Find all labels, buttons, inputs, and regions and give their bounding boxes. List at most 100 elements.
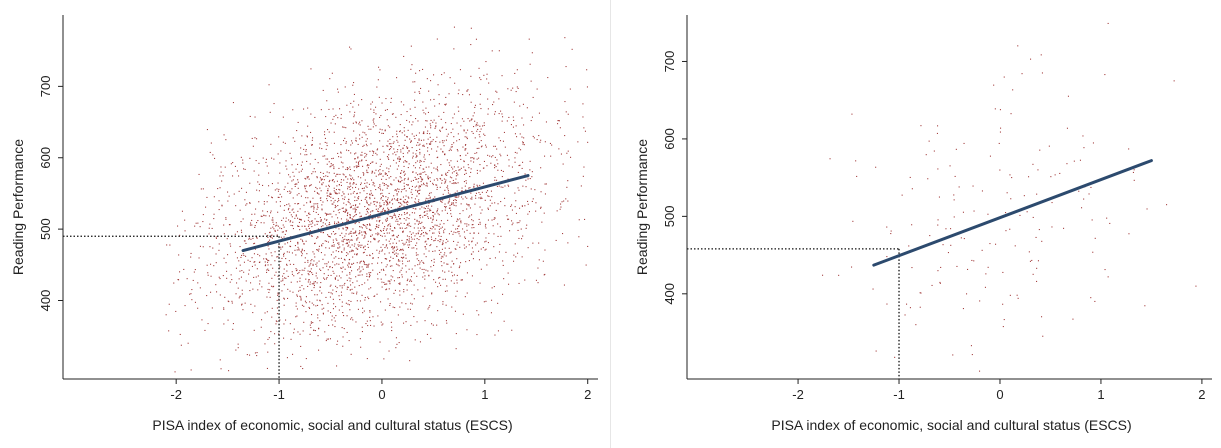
data-point xyxy=(427,175,429,177)
data-point xyxy=(283,255,285,257)
data-point xyxy=(427,111,429,113)
data-point xyxy=(283,268,285,270)
data-point xyxy=(318,245,320,247)
data-point xyxy=(349,188,351,190)
data-point xyxy=(385,289,387,291)
data-point xyxy=(432,184,434,186)
data-point xyxy=(496,159,498,161)
data-point xyxy=(319,320,321,322)
data-point xyxy=(301,269,303,271)
data-point xyxy=(388,240,390,242)
data-point xyxy=(485,61,487,63)
data-point xyxy=(288,207,290,209)
data-point xyxy=(451,144,453,146)
data-point xyxy=(465,132,467,134)
data-point xyxy=(241,254,243,256)
data-point xyxy=(330,254,332,256)
data-point xyxy=(253,261,255,263)
data-point xyxy=(453,166,455,168)
data-point xyxy=(450,132,452,134)
data-point xyxy=(413,298,415,300)
data-point xyxy=(427,270,429,272)
data-point xyxy=(526,107,528,109)
data-point xyxy=(382,207,384,209)
data-point xyxy=(324,331,326,333)
data-point xyxy=(293,328,295,330)
data-point xyxy=(282,224,284,226)
data-point xyxy=(334,191,336,193)
data-point xyxy=(471,253,473,255)
data-point xyxy=(531,171,533,173)
data-point xyxy=(491,299,493,301)
data-point xyxy=(352,256,354,258)
data-point xyxy=(999,131,1001,133)
data-point xyxy=(309,324,311,326)
data-point xyxy=(250,282,252,284)
data-point xyxy=(396,218,398,220)
data-point xyxy=(332,118,334,120)
data-point xyxy=(523,124,525,126)
data-point xyxy=(987,266,989,268)
data-point xyxy=(577,141,579,143)
data-point xyxy=(531,116,533,118)
data-point xyxy=(309,270,311,272)
data-point xyxy=(582,175,584,177)
data-point xyxy=(268,185,270,187)
data-point xyxy=(322,182,324,184)
data-point xyxy=(529,178,531,180)
data-point xyxy=(350,206,352,208)
data-point xyxy=(501,176,503,178)
data-point xyxy=(517,229,519,231)
data-point xyxy=(374,185,376,187)
data-point xyxy=(349,203,351,205)
data-point xyxy=(464,149,466,151)
data-point xyxy=(207,323,209,325)
x-tick-label: 0 xyxy=(378,387,385,402)
data-point xyxy=(439,223,441,225)
data-point xyxy=(445,179,447,181)
data-point xyxy=(364,179,366,181)
data-point xyxy=(190,252,192,254)
data-point xyxy=(512,222,514,224)
data-point xyxy=(285,230,287,232)
data-point xyxy=(480,108,482,110)
data-point xyxy=(348,304,350,306)
data-point xyxy=(321,304,323,306)
data-point xyxy=(350,284,352,286)
data-point xyxy=(441,201,443,203)
data-point xyxy=(292,137,294,139)
data-point xyxy=(358,196,360,198)
data-point xyxy=(471,240,473,242)
data-point xyxy=(343,140,345,142)
data-point xyxy=(424,278,426,280)
data-point xyxy=(403,322,405,324)
data-point xyxy=(522,185,524,187)
data-point xyxy=(377,262,379,264)
data-point xyxy=(325,116,327,118)
data-point xyxy=(272,226,274,228)
data-point xyxy=(524,173,526,175)
data-point xyxy=(299,208,301,210)
data-point xyxy=(452,203,454,205)
data-point xyxy=(319,177,321,179)
data-point xyxy=(444,290,446,292)
data-point xyxy=(391,113,393,115)
data-point xyxy=(314,116,316,118)
data-point xyxy=(407,223,409,225)
data-point xyxy=(431,238,433,240)
data-point xyxy=(963,142,965,144)
data-point xyxy=(418,144,420,146)
data-point xyxy=(479,206,481,208)
data-point xyxy=(305,178,307,180)
data-point xyxy=(378,224,380,226)
data-point xyxy=(240,229,242,231)
data-point xyxy=(249,202,251,204)
data-point xyxy=(300,238,302,240)
data-point xyxy=(427,138,429,140)
data-point xyxy=(378,226,380,228)
data-point xyxy=(461,190,463,192)
data-point xyxy=(311,144,313,146)
data-point xyxy=(370,143,372,145)
data-point xyxy=(375,169,377,171)
data-point xyxy=(389,281,391,283)
